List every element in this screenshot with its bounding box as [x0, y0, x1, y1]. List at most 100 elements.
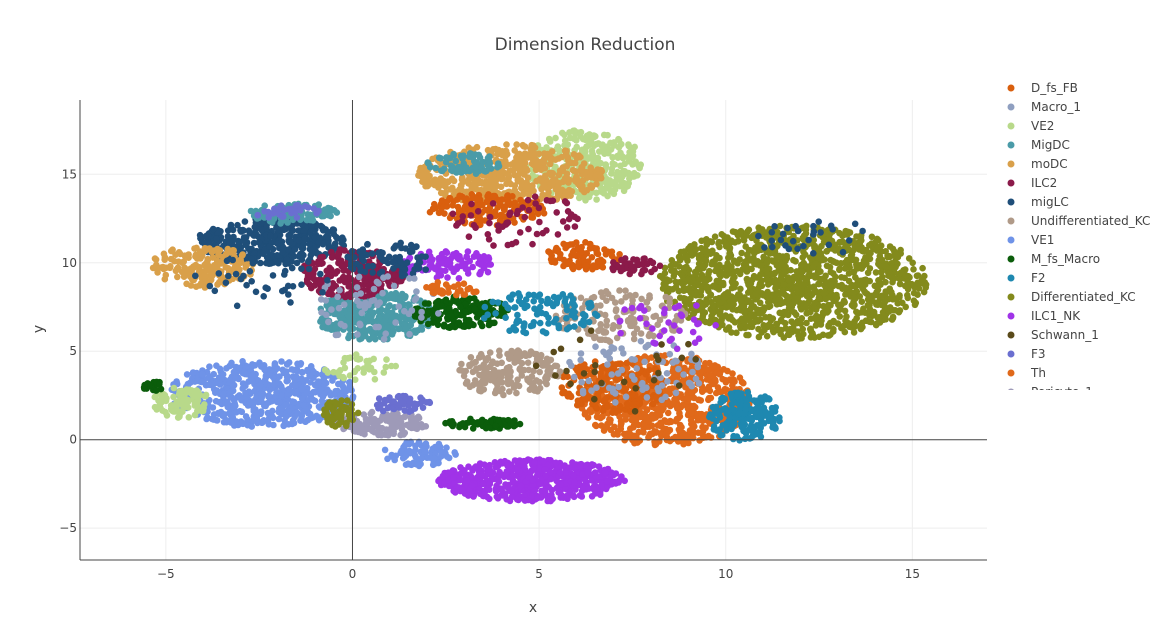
data-point — [301, 235, 308, 243]
data-point — [458, 176, 466, 183]
data-point — [897, 269, 905, 277]
data-point — [490, 192, 497, 200]
data-point — [342, 386, 350, 394]
data-point — [698, 386, 706, 394]
data-point — [298, 375, 306, 383]
data-point — [431, 200, 438, 208]
data-point — [291, 390, 299, 397]
data-point — [214, 281, 221, 288]
data-point — [465, 144, 473, 151]
data-point — [888, 260, 895, 267]
data-point — [535, 150, 543, 158]
data-point — [756, 310, 763, 317]
data-point — [866, 265, 874, 272]
data-point — [831, 247, 839, 254]
data-point — [679, 280, 686, 288]
data-point — [492, 145, 499, 153]
data-point — [470, 493, 477, 500]
data-point — [803, 275, 811, 283]
data-point — [729, 370, 736, 377]
data-point — [905, 255, 913, 262]
data-point — [730, 257, 738, 265]
data-point — [689, 434, 697, 442]
data-point — [716, 370, 723, 378]
data-point — [840, 322, 847, 330]
data-point — [754, 242, 762, 249]
data-point — [812, 322, 820, 329]
data-point — [556, 469, 564, 477]
data-point — [896, 280, 904, 288]
data-point — [857, 234, 865, 241]
data-point — [290, 398, 298, 406]
data-point — [298, 395, 306, 403]
data-point — [657, 419, 664, 427]
data-point — [731, 284, 738, 291]
data-point — [725, 303, 733, 310]
data-point — [298, 386, 306, 393]
data-point — [899, 299, 906, 307]
data-point — [799, 234, 806, 242]
data-point — [587, 182, 595, 189]
data-point — [417, 172, 425, 180]
data-point — [330, 391, 338, 398]
data-point — [761, 326, 768, 334]
data-point — [565, 464, 573, 472]
data-point — [856, 246, 863, 253]
data-point — [842, 227, 849, 235]
data-point — [473, 143, 481, 151]
data-point — [578, 493, 586, 500]
data-point — [230, 382, 237, 390]
data-point — [555, 171, 563, 179]
data-point — [201, 247, 209, 255]
data-point — [861, 288, 868, 296]
data-point — [775, 296, 782, 303]
data-point — [213, 416, 220, 424]
data-point — [241, 218, 249, 225]
data-point — [593, 140, 600, 148]
data-point — [783, 252, 790, 260]
data-point — [803, 310, 810, 317]
data-point — [227, 388, 235, 395]
data-point — [747, 305, 755, 312]
data-point — [750, 232, 757, 239]
data-point — [669, 400, 677, 407]
data-point — [737, 297, 745, 305]
data-point — [346, 379, 353, 386]
data-point — [560, 494, 567, 502]
data-point — [549, 170, 557, 177]
data-point — [902, 272, 910, 279]
data-point — [722, 379, 730, 386]
data-point — [736, 291, 743, 299]
data-point — [692, 246, 699, 253]
data-point — [818, 313, 826, 321]
data-point — [226, 239, 233, 246]
data-point — [841, 307, 849, 315]
data-point — [666, 437, 674, 445]
data-point — [236, 364, 243, 372]
data-point — [744, 252, 751, 259]
data-point — [617, 162, 624, 170]
data-point — [239, 251, 246, 258]
data-point — [868, 233, 876, 241]
data-point — [680, 264, 688, 272]
data-point — [716, 243, 723, 251]
data-point — [417, 166, 424, 173]
data-point — [179, 408, 186, 416]
data-point — [874, 244, 882, 251]
data-point — [827, 302, 834, 309]
data-point — [707, 292, 714, 300]
data-point — [202, 233, 210, 240]
data-point — [161, 256, 168, 264]
data-point — [808, 291, 816, 299]
data-point — [470, 182, 477, 190]
data-point — [171, 408, 179, 415]
data-point — [659, 274, 667, 282]
data-point — [242, 389, 249, 397]
data-point — [886, 243, 894, 250]
data-point — [552, 459, 560, 467]
data-point — [718, 280, 726, 287]
data-point — [184, 380, 192, 388]
data-point — [706, 275, 713, 283]
data-point — [798, 315, 806, 322]
data-point — [530, 464, 538, 471]
